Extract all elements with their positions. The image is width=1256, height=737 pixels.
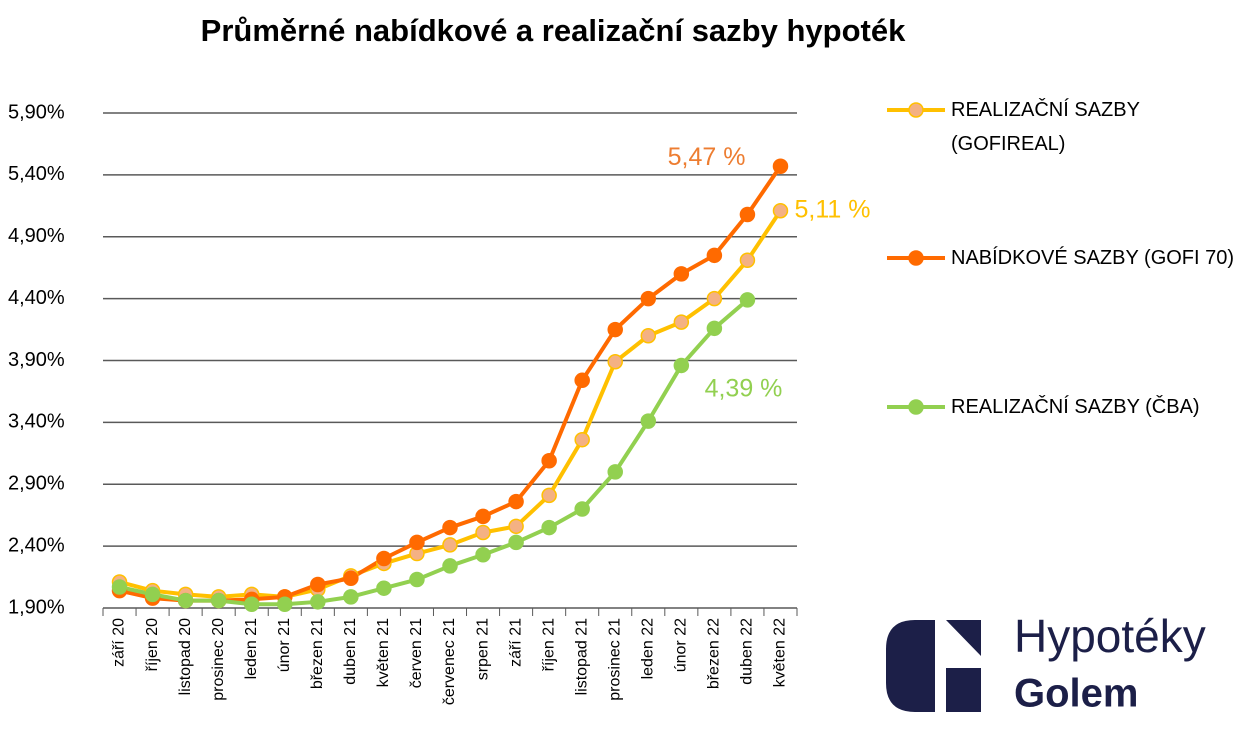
x-tick-label: říjen 21 [540, 618, 557, 671]
legend-label: NABÍDKOVÉ SAZBY (GOFI 70) [951, 247, 1235, 269]
data-point [409, 534, 425, 551]
data-point [706, 247, 723, 264]
data-point [508, 518, 524, 535]
data-point [144, 586, 161, 603]
data-point [442, 519, 458, 536]
data-point [574, 501, 590, 517]
annotation: 5,11 % [794, 195, 870, 223]
x-tick-label: duben 22 [739, 618, 756, 685]
logo-line2: Golem [1014, 672, 1138, 716]
data-point [177, 592, 194, 609]
data-point [508, 493, 524, 510]
legend-marker [908, 250, 924, 266]
y-tick-label: 5,90% [8, 101, 65, 123]
legend-label: REALIZAČNÍ SAZBY (GOFIREAL) [951, 99, 1140, 155]
logo-icon [886, 620, 981, 712]
data-point [376, 550, 392, 567]
y-tick-label: 4,90% [8, 225, 65, 247]
data-point [343, 570, 359, 587]
x-tick-label: listopad 21 [573, 618, 590, 695]
y-tick-label: 4,40% [8, 287, 65, 309]
data-point [475, 508, 491, 525]
x-tick-label: listopad 20 [177, 618, 194, 695]
logo-line1: Hypotéky [1014, 610, 1206, 662]
x-tick-label: únor 22 [673, 618, 690, 672]
data-point [343, 589, 359, 605]
data-point [210, 592, 227, 609]
data-point [475, 547, 491, 563]
data-point [739, 292, 756, 308]
x-tick-label: duben 21 [342, 618, 359, 685]
data-point [310, 594, 326, 610]
data-point [706, 320, 723, 337]
x-tick-label: prosinec 20 [210, 618, 227, 701]
x-tick-label: červen 21 [408, 618, 425, 688]
data-point [607, 353, 623, 370]
data-point [607, 464, 623, 480]
data-point [508, 534, 524, 551]
data-point [640, 290, 657, 307]
data-point [673, 357, 690, 374]
data-point [640, 328, 657, 344]
data-point [541, 519, 557, 536]
data-point [772, 203, 789, 219]
legend-marker [908, 102, 924, 118]
data-point [310, 576, 326, 593]
legend-label: REALIZAČNÍ SAZBY (ČBA) [951, 396, 1200, 418]
x-tick-label: prosinec 21 [606, 618, 623, 701]
x-tick-label: červenec 21 [441, 618, 458, 705]
x-tick-label: září 21 [507, 618, 524, 667]
data-point [673, 266, 690, 282]
x-tick-label: leden 22 [640, 618, 657, 679]
x-tick-label: září 20 [111, 618, 128, 667]
series-line [119, 165, 783, 603]
data-point [607, 321, 623, 338]
data-point [376, 580, 392, 596]
data-point [574, 431, 590, 448]
y-tick-label: 2,90% [8, 473, 65, 495]
data-point [409, 571, 425, 588]
legend-marker [908, 399, 924, 415]
data-point [442, 537, 458, 553]
data-point [475, 524, 491, 541]
x-tick-label: říjen 20 [144, 618, 161, 671]
annotation: 5,47 % [668, 143, 746, 171]
data-point [442, 558, 458, 574]
data-point [574, 372, 590, 389]
chart-title: Průměrné nabídkové a realizační sazby hy… [201, 13, 906, 48]
data-point [640, 413, 657, 429]
data-point [541, 452, 557, 469]
data-point [673, 314, 690, 330]
x-tick-label: srpen 21 [474, 618, 491, 680]
data-point [772, 158, 789, 174]
series-line [119, 298, 749, 607]
x-tick-label: květen 21 [375, 618, 392, 687]
data-point [706, 290, 723, 307]
data-point [243, 596, 260, 613]
data-point [111, 579, 128, 595]
data-point [739, 206, 756, 223]
y-tick-label: 1,90% [8, 596, 65, 618]
x-tick-label: leden 21 [243, 618, 260, 679]
data-point [739, 252, 756, 269]
y-tick-label: 3,40% [8, 411, 65, 433]
data-point [541, 487, 557, 504]
y-tick-label: 2,40% [8, 534, 65, 556]
x-tick-label: květen 22 [772, 618, 789, 687]
x-tick-label: březen 22 [706, 618, 723, 689]
data-point [277, 596, 293, 613]
x-tick-label: únor 21 [276, 618, 293, 672]
y-tick-label: 3,90% [8, 349, 65, 371]
annotation: 4,39 % [705, 374, 783, 402]
x-tick-label: březen 21 [309, 618, 326, 689]
y-tick-label: 5,40% [8, 163, 65, 185]
